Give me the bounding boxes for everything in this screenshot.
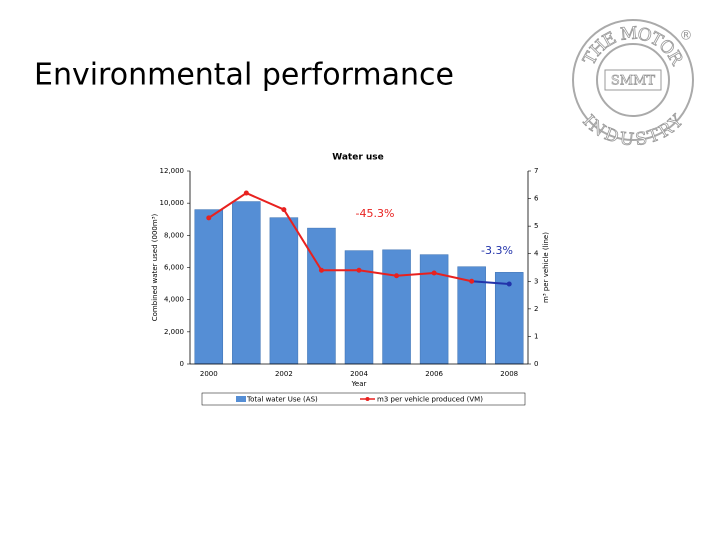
y2-axis-label: m³ per vehicle (line) bbox=[542, 232, 550, 303]
y-tick-label: 8,000 bbox=[164, 231, 184, 239]
legend-swatch bbox=[236, 396, 246, 402]
bar bbox=[344, 250, 374, 365]
bar bbox=[232, 201, 261, 365]
slide-title: Environmental performance bbox=[34, 58, 454, 93]
logo-mark: ® bbox=[680, 29, 693, 44]
logo-box bbox=[604, 69, 662, 91]
x-tick-label: 2008 bbox=[500, 370, 518, 378]
logo-top-text: THE MOTOR bbox=[579, 23, 688, 70]
y-tick-label: 0 bbox=[180, 360, 184, 368]
line bbox=[471, 280, 510, 286]
bar bbox=[307, 227, 336, 365]
line-point bbox=[206, 215, 212, 221]
y-axis-label: Combined water used (000m³) bbox=[151, 214, 159, 322]
line-point bbox=[431, 270, 437, 276]
bar bbox=[194, 209, 224, 365]
y2-tick-label: 0 bbox=[534, 360, 538, 368]
y2-tick-label: 4 bbox=[534, 250, 539, 258]
x-tick-label: 2002 bbox=[275, 370, 293, 378]
legend-label: Total water Use (AS) bbox=[246, 396, 318, 404]
logo-ring bbox=[572, 19, 694, 141]
y-tick-label: 12,000 bbox=[160, 167, 185, 175]
y2-tick-label: 7 bbox=[534, 167, 538, 175]
line-point bbox=[394, 273, 400, 279]
logo-top: THE MOTOR bbox=[579, 23, 687, 69]
line-point bbox=[318, 267, 324, 273]
legend-marker bbox=[365, 397, 370, 401]
legend-label: m3 per vehicle produced (VM) bbox=[377, 396, 483, 404]
line-point bbox=[506, 281, 512, 287]
y-tick-label: 6,000 bbox=[164, 264, 184, 272]
y-tick-label: 4,000 bbox=[164, 296, 184, 304]
annotation: -45.3% bbox=[356, 207, 395, 220]
x-tick-label: 2004 bbox=[350, 370, 368, 378]
y2-tick-label: 3 bbox=[534, 277, 538, 285]
y2-tick-label: 5 bbox=[534, 222, 538, 230]
logo-ring bbox=[596, 43, 670, 117]
line-point bbox=[281, 207, 287, 213]
y2-tick-label: 2 bbox=[534, 305, 538, 313]
y2-tick-label: 6 bbox=[534, 195, 539, 203]
line bbox=[208, 191, 472, 283]
logo-center: SMMT bbox=[611, 74, 656, 89]
logo: THE MOTOR INDUSTRY SMMT ® bbox=[572, 19, 694, 151]
bar bbox=[382, 249, 411, 365]
y-tick-label: 10,000 bbox=[160, 199, 185, 207]
line-point bbox=[469, 278, 475, 284]
bar bbox=[269, 217, 299, 365]
y-tick-label: 2,000 bbox=[164, 328, 184, 336]
bar bbox=[494, 272, 524, 365]
y2-tick-label: 1 bbox=[534, 332, 538, 340]
line-point bbox=[356, 267, 362, 273]
line-point bbox=[243, 190, 249, 196]
x-tick-label: 2000 bbox=[200, 370, 218, 378]
x-axis-label: Year bbox=[351, 380, 367, 388]
x-tick-label: 2006 bbox=[425, 370, 443, 378]
annotation: -3.3% bbox=[481, 244, 513, 257]
chart-title: Water use bbox=[332, 153, 384, 163]
